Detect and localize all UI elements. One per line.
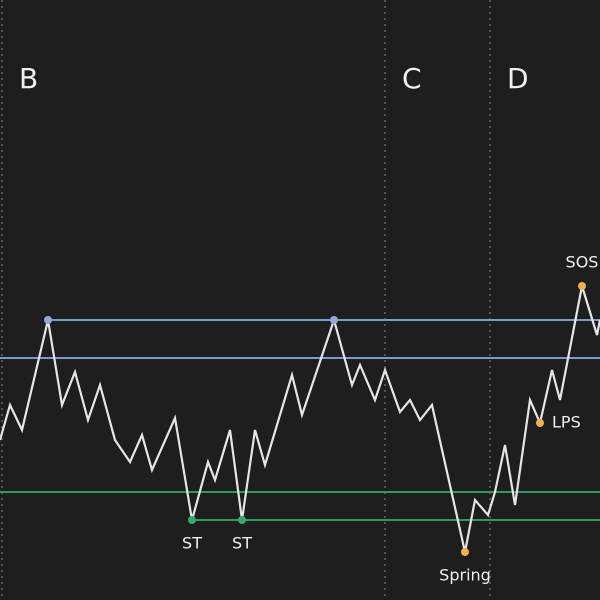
event-marker [536, 419, 544, 427]
phase-label: C [402, 62, 422, 95]
event-label: LPS [552, 413, 581, 432]
event-marker [461, 548, 469, 556]
event-label: SOS [566, 253, 599, 272]
event-label: Spring [439, 566, 491, 585]
level-marker [330, 316, 338, 324]
phase-label: D [507, 62, 529, 95]
event-label: ST [232, 534, 252, 553]
event-marker [578, 282, 586, 290]
event-marker [238, 516, 246, 524]
event-label: ST [182, 534, 202, 553]
event-marker [188, 516, 196, 524]
level-marker [44, 316, 52, 324]
phase-label: B [19, 62, 38, 95]
